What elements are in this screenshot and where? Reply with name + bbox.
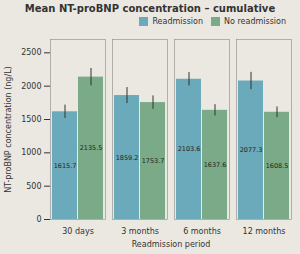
html-text:Mean NT-proBNP concentration –: Mean NT-proBNP concentration – cumulativ…: [24, 3, 276, 14]
svg-text:2135.5: 2135.5: [80, 144, 103, 152]
svg-text:1859.2: 1859.2: [116, 154, 139, 162]
svg-text:1753.7: 1753.7: [142, 157, 165, 165]
svg-text:2500: 2500: [21, 48, 41, 57]
svg-text:1637.6: 1637.6: [204, 161, 227, 169]
svg-text:3 months: 3 months: [121, 227, 159, 236]
svg-text:2000: 2000: [21, 82, 41, 91]
svg-text:2077.3: 2077.3: [240, 146, 263, 154]
svg-text:6 months: 6 months: [183, 227, 221, 236]
svg-text:1615.7: 1615.7: [54, 162, 77, 170]
html-text:No readmission: No readmission: [224, 16, 286, 26]
svg-text:12 months: 12 months: [243, 227, 286, 236]
svg-text:NT-proBNP concentration (ng/L): NT-proBNP concentration (ng/L): [4, 66, 13, 192]
svg-text:Readmission period: Readmission period: [132, 240, 211, 249]
svg-text:0: 0: [36, 215, 41, 224]
svg-text:1000: 1000: [21, 148, 41, 157]
svg-text:1608.5: 1608.5: [266, 162, 289, 170]
svg-text:2103.6: 2103.6: [178, 145, 201, 153]
svg-text:30 days: 30 days: [62, 227, 94, 236]
html-text:Readmission: Readmission: [152, 16, 203, 26]
svg-text:500: 500: [26, 182, 41, 191]
svg-text:1500: 1500: [21, 115, 41, 124]
